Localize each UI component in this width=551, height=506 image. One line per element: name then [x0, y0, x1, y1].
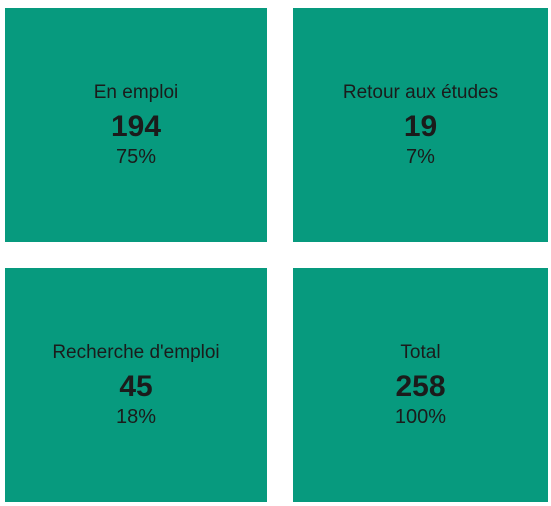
tile-count: 258: [395, 370, 446, 403]
tile: Recherche d'emploi 45 18%: [5, 268, 267, 502]
tile-label: Recherche d'emploi: [52, 342, 220, 363]
tile-percent: 18%: [115, 406, 157, 428]
tile-label: Retour aux études: [342, 82, 499, 103]
tile-count: 194: [110, 110, 162, 143]
tile-label: Total: [400, 342, 441, 363]
tile-count: 45: [119, 370, 153, 403]
tile-percent: 7%: [406, 146, 435, 168]
tile-percent: 75%: [115, 146, 157, 168]
tile: Total 258 100%: [293, 268, 548, 502]
tile: Retour aux études 19 7%: [293, 8, 548, 242]
tile: En emploi 194 75%: [5, 8, 267, 242]
tile-label: En emploi: [93, 82, 179, 103]
tile-count: 19: [403, 110, 438, 143]
tile-percent: 100%: [394, 406, 447, 428]
